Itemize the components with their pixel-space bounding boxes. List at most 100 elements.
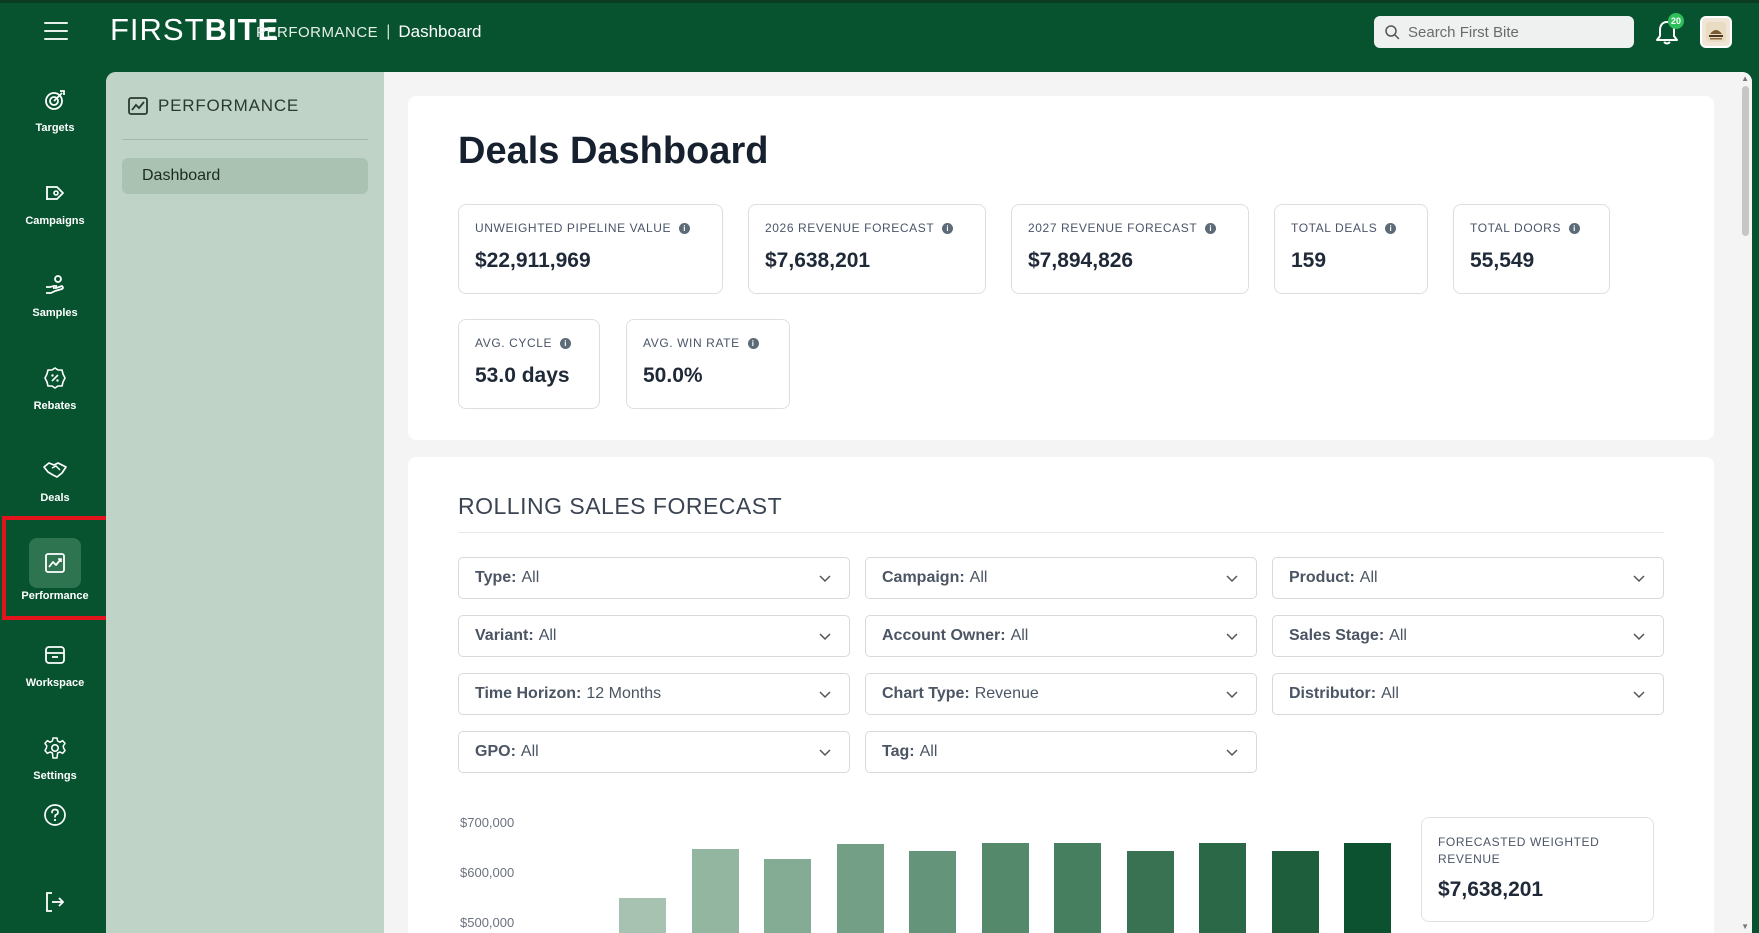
stat-label: AVG. CYCLE i (475, 336, 583, 350)
avatar[interactable] (1700, 16, 1732, 48)
summary-label: FORECASTED WEIGHTED REVENUE (1438, 835, 1600, 866)
nav-label: Rebates (33, 400, 77, 412)
nav-label: Deals (40, 492, 70, 504)
performance-highlight-box (2, 516, 120, 620)
filter-key: Product: (1289, 569, 1355, 586)
archive-icon (35, 635, 75, 675)
section-sidebar-title: PERFORMANCE (128, 96, 299, 116)
info-icon[interactable]: i (679, 222, 691, 234)
filter-key: GPO: (475, 743, 516, 760)
stat-label: TOTAL DEALS i (1291, 221, 1411, 235)
chart-bar[interactable] (1344, 843, 1391, 933)
filter-key: Variant: (475, 627, 534, 644)
filter-key: Type: (475, 569, 517, 586)
chart-bar[interactable] (981, 843, 1029, 933)
stat-label: 2027 REVENUE FORECAST i (1028, 221, 1232, 235)
scroll-down-icon[interactable]: ▼ (1741, 922, 1749, 931)
filter-dropdown[interactable]: Distributor: All (1272, 673, 1664, 715)
scrollbar-thumb[interactable] (1742, 86, 1749, 236)
filter-value: Revenue (974, 685, 1039, 702)
chart-bar[interactable] (1054, 843, 1101, 933)
chevron-down-icon (819, 691, 831, 699)
chart-bar[interactable] (1126, 851, 1174, 933)
chart-bar[interactable] (764, 859, 811, 933)
chart-bar[interactable] (836, 844, 884, 933)
filter-dropdown[interactable]: Time Horizon: 12 Months (458, 673, 850, 715)
hand-sample-icon (35, 265, 75, 305)
filter-dropdown[interactable]: Account Owner: All (865, 615, 1257, 657)
nav-workspace[interactable]: Workspace (12, 627, 98, 707)
page-title: Deals Dashboard (458, 130, 769, 172)
info-icon[interactable]: i (560, 337, 572, 349)
nav-deals[interactable]: Deals (12, 442, 98, 522)
chevron-down-icon (1226, 749, 1238, 757)
chart-bar[interactable] (909, 851, 956, 933)
nav-help[interactable] (12, 787, 98, 837)
filter-value: All (1359, 569, 1378, 586)
main-content[interactable]: Deals Dashboard UNWEIGHTED PIPELINE VALU… (384, 72, 1752, 933)
chart-bar[interactable] (1199, 843, 1246, 933)
nav-performance[interactable]: Performance (12, 530, 98, 610)
filter-value: All (538, 627, 557, 644)
nav-rebates[interactable]: Rebates (12, 350, 98, 430)
scrollbar[interactable]: ▲ ▼ (1738, 72, 1752, 933)
filter-dropdown[interactable]: Type: All (458, 557, 850, 599)
nav-label: Settings (33, 770, 77, 782)
filter-value: All (919, 743, 938, 760)
filter-value: All (1381, 685, 1399, 702)
nav-campaigns[interactable]: Campaigns (12, 165, 98, 245)
stat-value: $7,638,201 (765, 249, 871, 272)
nav-settings[interactable]: Settings (12, 720, 98, 800)
search-box[interactable] (1374, 16, 1634, 48)
chevron-down-icon (1226, 633, 1238, 641)
chart-bar[interactable] (691, 849, 739, 933)
info-icon[interactable]: i (942, 222, 954, 234)
info-icon[interactable]: i (1385, 222, 1397, 234)
stat-label-text: 2026 REVENUE FORECAST (765, 221, 935, 235)
hamburger-icon[interactable] (44, 22, 68, 42)
filter-dropdown[interactable]: Tag: All (865, 731, 1257, 773)
handshake-icon (35, 450, 75, 490)
stat-label-text: 2027 REVENUE FORECAST (1028, 221, 1198, 235)
rolling-sales-forecast-card: ROLLING SALES FORECAST Type: All Campaign:… (408, 457, 1714, 933)
section-sidebar: PERFORMANCE Dashboard (106, 72, 384, 933)
search-input[interactable] (1408, 23, 1608, 41)
nav-label: Targets (35, 122, 75, 134)
sidebar-item-dashboard[interactable]: Dashboard (122, 158, 368, 194)
info-icon[interactable]: i (1205, 222, 1217, 234)
filter-dropdown[interactable]: Campaign: All (865, 557, 1257, 599)
filter-dropdown[interactable]: Product: All (1272, 557, 1664, 599)
stat-value: $22,911,969 (475, 249, 591, 272)
filter-key: Sales Stage: (1289, 627, 1385, 644)
stat-card-total-deals: TOTAL DEALS i 159 (1274, 204, 1428, 294)
nav-logout[interactable] (12, 874, 98, 924)
breadcrumb-section[interactable]: PERFORMANCE (256, 23, 379, 41)
target-icon (35, 80, 75, 120)
logout-icon (35, 882, 75, 922)
filter-value: All (1389, 627, 1407, 644)
window-top-border (0, 0, 1759, 3)
info-icon[interactable]: i (1569, 222, 1581, 234)
nav-targets[interactable]: Targets (12, 72, 98, 152)
scroll-up-icon[interactable]: ▲ (1741, 74, 1749, 83)
logo-first: FIRST (110, 12, 205, 47)
megaphone-icon (35, 173, 75, 213)
y-axis-tick-label: $500,000 (460, 915, 515, 930)
filter-value: All (520, 743, 539, 760)
filter-dropdown[interactable]: Sales Stage: All (1272, 615, 1664, 657)
stat-card-avg-win-rate: AVG. WIN RATE i 50.0% (626, 319, 790, 409)
filter-value: All (1010, 627, 1029, 644)
filter-dropdown[interactable]: GPO: All (458, 731, 850, 773)
chart-bar[interactable] (619, 898, 666, 933)
filter-value: 12 Months (586, 685, 662, 702)
filter-dropdown[interactable]: Variant: All (458, 615, 850, 657)
chevron-down-icon (1633, 633, 1645, 641)
brand-logo[interactable]: FIRSTBITE (110, 12, 279, 48)
nav-samples[interactable]: Samples (12, 257, 98, 337)
filter-dropdown[interactable]: Chart Type: Revenue (865, 673, 1257, 715)
chart-bar[interactable] (1271, 851, 1319, 933)
section-divider (458, 532, 1664, 533)
chevron-down-icon (1633, 575, 1645, 583)
info-icon[interactable]: i (747, 337, 759, 349)
